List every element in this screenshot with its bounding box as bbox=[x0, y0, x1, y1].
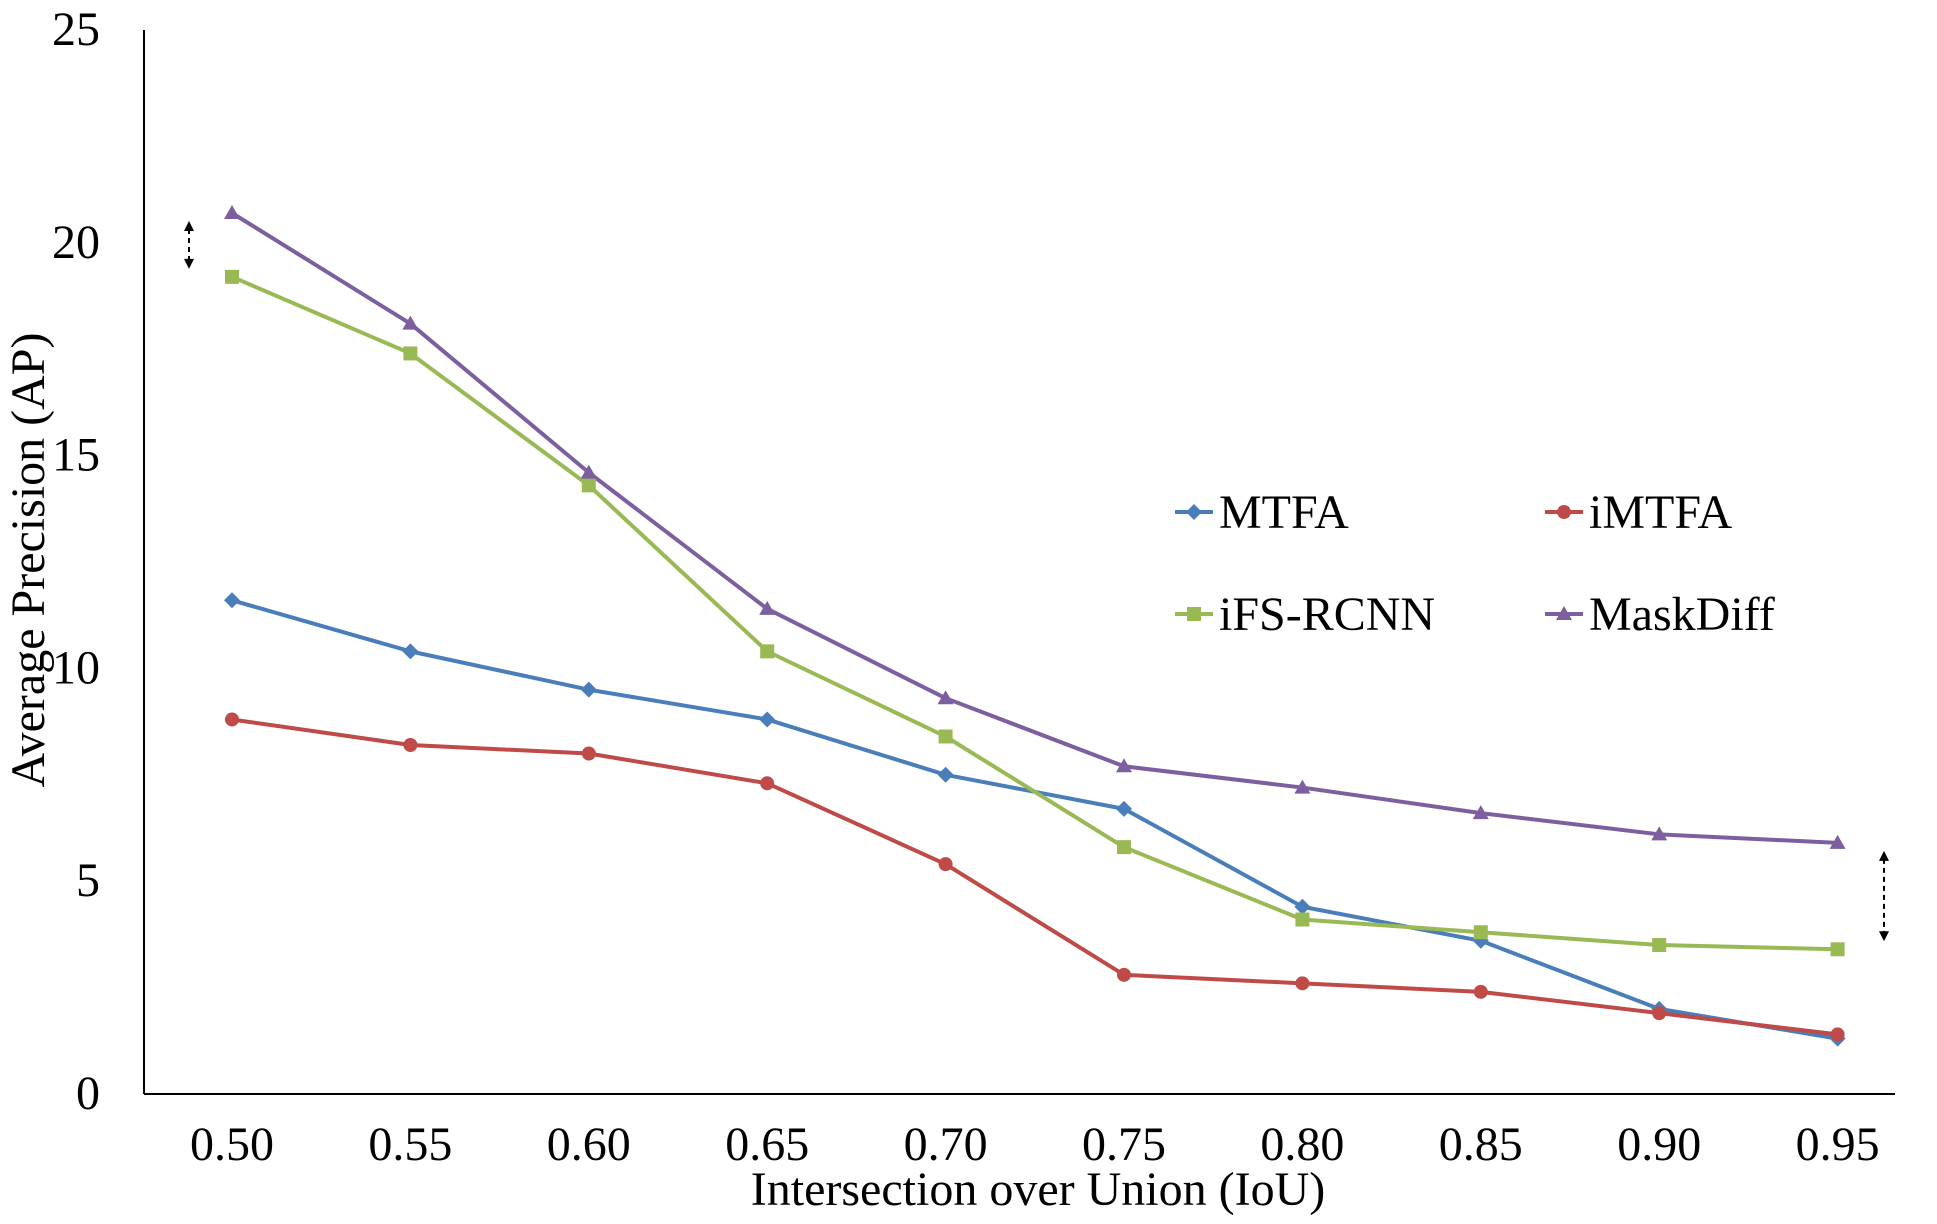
y-tick-label: 0 bbox=[76, 1067, 100, 1120]
y-tick-label: 10 bbox=[52, 641, 100, 694]
arrow-head-up bbox=[1879, 850, 1889, 861]
data-point-mtfa bbox=[224, 592, 240, 609]
data-point-imtfa bbox=[760, 776, 775, 791]
x-tick-label: 0.55 bbox=[368, 1118, 452, 1171]
series-line-ifs-rcnn bbox=[231, 275, 1838, 952]
x-tick-label: 0.65 bbox=[725, 1118, 809, 1171]
data-point-ifs-rcnn bbox=[1830, 942, 1845, 957]
legend-label: iMTFA bbox=[1589, 486, 1732, 539]
x-tick-labels: 0.50 0.55 0.60 0.65 0.70 0.75 0.80 0.85 0.90 0.95 bbox=[190, 1118, 1880, 1171]
x-tick-label: 0.80 bbox=[1260, 1118, 1344, 1171]
x-tick-label: 0.90 bbox=[1617, 1118, 1701, 1171]
legend-marker-ifs-rcnn bbox=[1187, 607, 1201, 621]
data-point-maskdiff bbox=[937, 690, 954, 705]
data-point-imtfa bbox=[1652, 1006, 1667, 1021]
arrow-head-down bbox=[184, 258, 194, 269]
y-tick-labels: 0 5 10 15 20 25 bbox=[52, 3, 100, 1120]
data-point-ifs-rcnn bbox=[581, 478, 596, 493]
series-line-mtfa bbox=[231, 598, 1838, 1041]
data-point-imtfa bbox=[1473, 984, 1488, 999]
data-point-imtfa bbox=[581, 746, 596, 761]
arrow-head-up bbox=[184, 221, 194, 232]
axes bbox=[143, 30, 1895, 1095]
y-tick-label: 5 bbox=[76, 854, 100, 907]
data-point-mtfa bbox=[1116, 800, 1132, 817]
data-point-maskdiff bbox=[1116, 758, 1132, 773]
data-point-mtfa bbox=[937, 766, 954, 783]
data-point-maskdiff bbox=[759, 600, 776, 615]
data-point-imtfa bbox=[1117, 967, 1131, 982]
y-axis-label: Average Precision (AP) bbox=[2, 333, 55, 788]
legend-label: MaskDiff bbox=[1589, 588, 1775, 641]
series-line-maskdiff bbox=[230, 211, 1838, 845]
data-point-mtfa bbox=[1294, 898, 1311, 915]
gap-double-arrow bbox=[1879, 850, 1889, 942]
data-point-ifs-rcnn bbox=[403, 346, 418, 361]
legend-marker-maskdiff bbox=[1556, 606, 1572, 620]
series-line-imtfa bbox=[231, 717, 1838, 1037]
x-tick-label: 0.85 bbox=[1439, 1118, 1523, 1171]
data-point-maskdiff bbox=[1651, 826, 1668, 841]
y-tick-label: 15 bbox=[52, 429, 100, 482]
legend-item-imtfa: iMTFA bbox=[1545, 486, 1732, 539]
x-tick-label: 0.95 bbox=[1796, 1118, 1880, 1171]
data-point-imtfa bbox=[1295, 976, 1310, 991]
legend-label: iFS-RCNN bbox=[1219, 588, 1435, 641]
data-point-ifs-rcnn bbox=[1473, 925, 1488, 940]
series-lines bbox=[230, 211, 1838, 1041]
legend-label: MTFA bbox=[1219, 486, 1349, 539]
data-point-maskdiff bbox=[1829, 834, 1846, 849]
data-point-ifs-rcnn bbox=[1652, 938, 1667, 953]
legend-marker-imtfa bbox=[1557, 505, 1571, 519]
data-point-ifs-rcnn bbox=[1117, 840, 1131, 855]
arrow-head-down bbox=[1879, 931, 1889, 942]
series-markers bbox=[224, 205, 1846, 1047]
legend: MTFA iMTFA iFS-RCNN MaskDiff bbox=[1175, 486, 1775, 641]
x-tick-label: 0.70 bbox=[904, 1118, 988, 1171]
legend-item-maskdiff: MaskDiff bbox=[1545, 588, 1775, 641]
legend-item-mtfa: MTFA bbox=[1175, 486, 1349, 539]
data-point-imtfa bbox=[403, 738, 418, 753]
data-point-ifs-rcnn bbox=[760, 644, 775, 659]
x-axis-label: Intersection over Union (IoU) bbox=[751, 1163, 1325, 1216]
data-point-mtfa bbox=[759, 711, 776, 728]
y-tick-label: 25 bbox=[52, 3, 100, 56]
data-point-imtfa bbox=[1830, 1027, 1845, 1042]
x-tick-label: 0.75 bbox=[1082, 1118, 1166, 1171]
y-tick-label: 20 bbox=[52, 216, 100, 269]
data-point-maskdiff bbox=[1294, 779, 1311, 794]
data-point-maskdiff bbox=[224, 205, 240, 220]
legend-marker-mtfa bbox=[1186, 504, 1202, 520]
data-point-maskdiff bbox=[580, 464, 597, 479]
data-point-imtfa bbox=[225, 712, 239, 727]
gap-double-arrow bbox=[184, 221, 194, 269]
legend-item-ifs-rcnn: iFS-RCNN bbox=[1175, 588, 1435, 641]
x-tick-label: 0.50 bbox=[190, 1118, 274, 1171]
data-point-maskdiff bbox=[1472, 805, 1489, 820]
data-point-ifs-rcnn bbox=[938, 729, 953, 744]
data-point-imtfa bbox=[938, 857, 953, 872]
data-point-maskdiff bbox=[402, 315, 419, 330]
data-point-ifs-rcnn bbox=[225, 269, 239, 284]
data-point-mtfa bbox=[402, 643, 419, 660]
x-tick-label: 0.60 bbox=[547, 1118, 631, 1171]
gap-annotations bbox=[184, 221, 1889, 942]
data-point-ifs-rcnn bbox=[1295, 912, 1310, 927]
data-point-mtfa bbox=[580, 681, 597, 698]
